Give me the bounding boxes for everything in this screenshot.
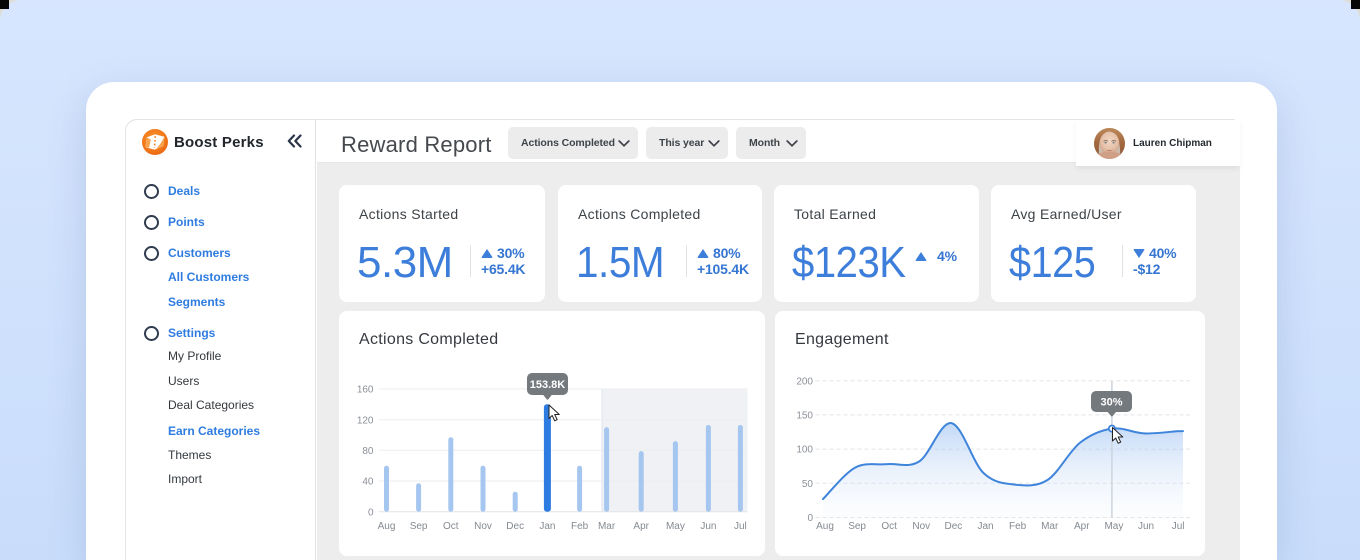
svg-text:0: 0 — [368, 507, 374, 518]
svg-text:Mar: Mar — [1041, 521, 1059, 532]
svg-text:Jan: Jan — [977, 521, 993, 532]
svg-text:Feb: Feb — [1009, 521, 1027, 532]
svg-text:Dec: Dec — [506, 521, 524, 532]
svg-text:Apr: Apr — [633, 521, 649, 532]
svg-text:May: May — [1104, 521, 1123, 532]
svg-text:Jul: Jul — [1172, 521, 1185, 532]
svg-text:150: 150 — [796, 411, 813, 422]
svg-text:Feb: Feb — [571, 521, 589, 532]
svg-text:May: May — [666, 521, 685, 532]
svg-text:Jul: Jul — [734, 521, 747, 532]
svg-text:Mar: Mar — [598, 521, 616, 532]
svg-text:Aug: Aug — [816, 521, 834, 532]
svg-text:153.8K: 153.8K — [530, 379, 566, 391]
svg-text:50: 50 — [802, 479, 814, 490]
svg-text:200: 200 — [796, 376, 813, 387]
svg-text:80: 80 — [362, 446, 374, 457]
svg-text:Oct: Oct — [881, 521, 897, 532]
svg-text:100: 100 — [796, 445, 813, 456]
svg-text:160: 160 — [357, 385, 374, 396]
svg-text:40: 40 — [362, 477, 374, 488]
svg-text:Nov: Nov — [912, 521, 930, 532]
svg-text:120: 120 — [357, 415, 374, 426]
svg-text:0: 0 — [807, 513, 813, 524]
svg-text:Sep: Sep — [410, 521, 428, 532]
svg-text:30%: 30% — [1100, 397, 1122, 409]
svg-text:Sep: Sep — [848, 521, 866, 532]
svg-text:Jun: Jun — [700, 521, 716, 532]
svg-text:Nov: Nov — [474, 521, 492, 532]
svg-text:Dec: Dec — [945, 521, 963, 532]
svg-text:Jan: Jan — [539, 521, 555, 532]
svg-text:Aug: Aug — [378, 521, 396, 532]
svg-text:Apr: Apr — [1074, 521, 1090, 532]
svg-text:Jun: Jun — [1138, 521, 1154, 532]
svg-text:Oct: Oct — [443, 521, 459, 532]
